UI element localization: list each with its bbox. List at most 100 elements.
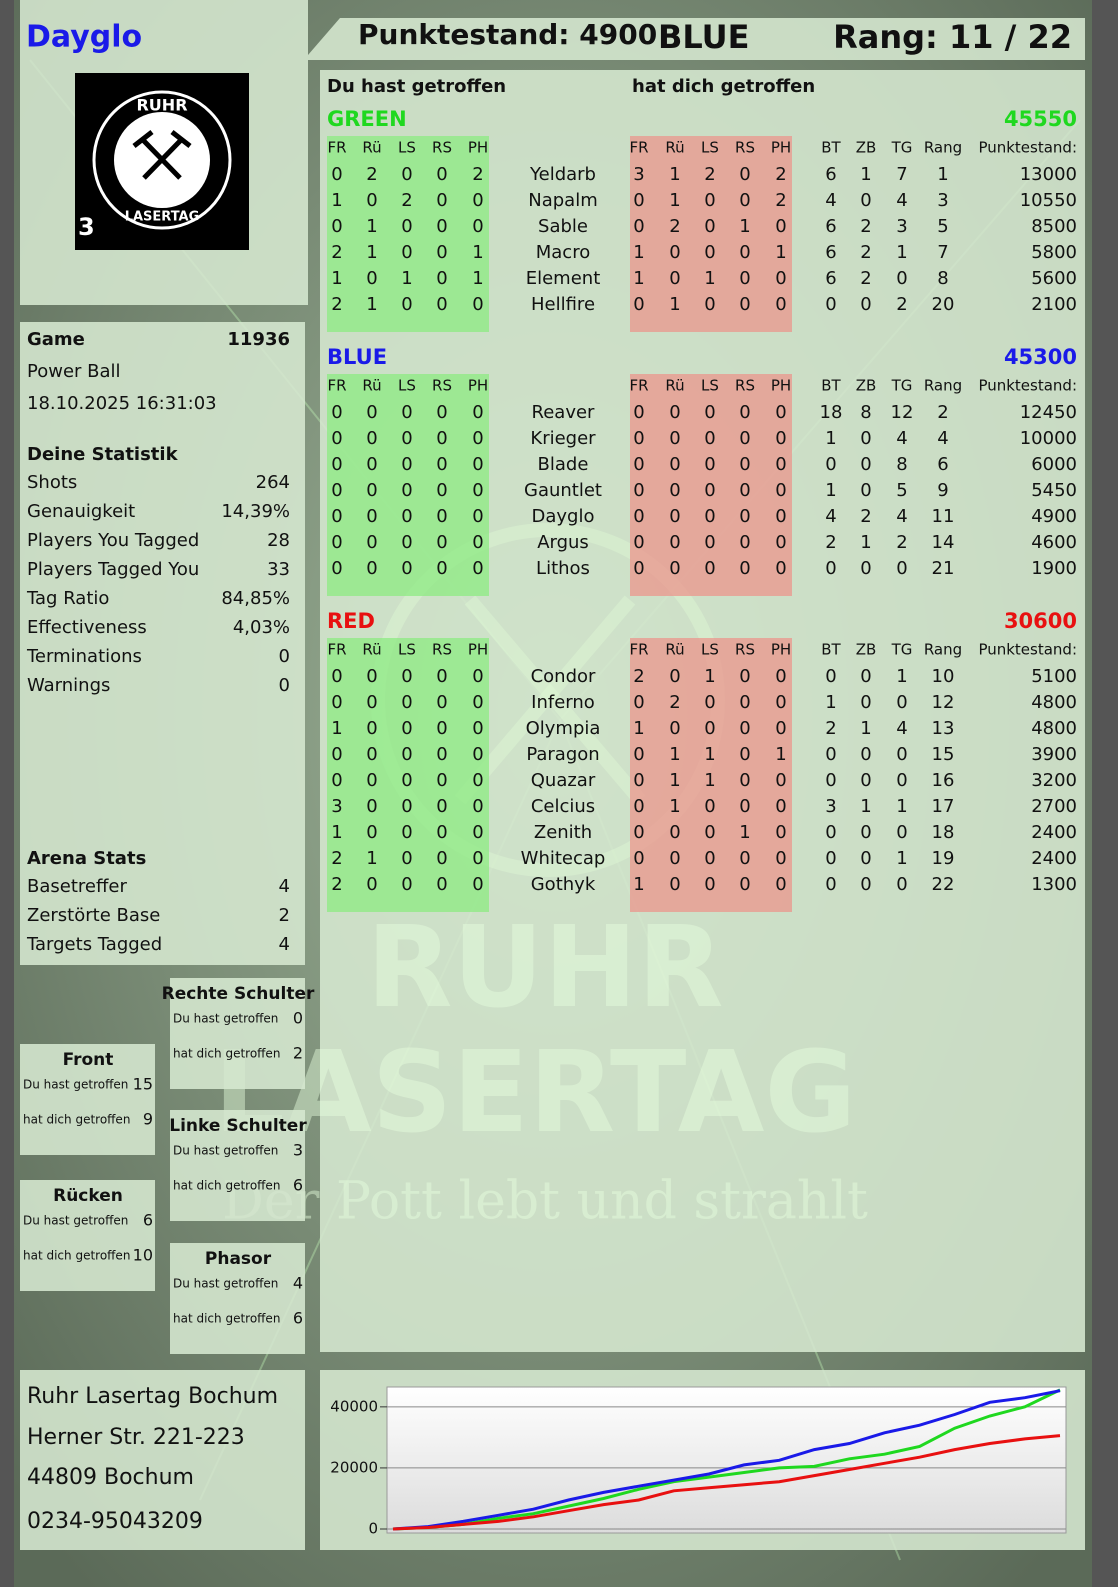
hit-cell: 2 [472,164,483,185]
column-header: BT [821,377,841,395]
column-header: LS [398,139,416,157]
player-name: Dayglo [26,20,142,55]
hit-cell: 0 [472,848,483,869]
stat-cell: 18 [820,402,843,423]
hit-cell: 0 [472,190,483,211]
column-header: FR [629,377,648,395]
hit-by-cell: 0 [775,216,786,237]
stat-cell: 1 [896,848,907,869]
hit-by-cell: 0 [775,532,786,553]
column-header: TG [891,139,913,157]
stat-cell: 1 [860,532,871,553]
stat-cell: 0 [825,822,836,843]
hit-by-cell: 0 [775,796,786,817]
hit-cell: 0 [401,874,412,895]
stat-cell: 0 [860,770,871,791]
score-cell: 5100 [1031,666,1077,687]
stat-cell: 7 [937,242,948,263]
zone-label: hat dich getroffen [23,1113,130,1127]
hit-by-cell: 0 [739,480,750,501]
hit-cell: 0 [331,770,342,791]
hit-by-cell: 0 [669,666,680,687]
hit-by-cell: 0 [704,428,715,449]
hit-by-cell: 2 [775,190,786,211]
hit-by-cell: 0 [775,718,786,739]
hit-by-cell: 0 [704,216,715,237]
hit-cell: 2 [331,242,342,263]
column-header: PH [771,377,791,395]
stat-cell: 4 [825,506,836,527]
zone-box [170,978,305,1089]
hit-by-cell: 0 [739,428,750,449]
logo-number: 3 [78,213,95,241]
hit-cell: 0 [436,402,447,423]
y-tick-label: 40000 [330,1397,378,1415]
player-name: Reaver [532,402,596,423]
hit-cell: 0 [472,532,483,553]
stat-cell: 12 [891,402,914,423]
stat-cell: 2 [860,268,871,289]
arena-value: 4 [279,934,290,955]
hit-cell: 0 [401,242,412,263]
hit-cell: 0 [401,744,412,765]
hit-by-cell: 0 [704,692,715,713]
hit-by-cell: 3 [633,164,644,185]
hit-cell: 0 [366,744,377,765]
hit-by-cell: 0 [633,402,644,423]
y-tick-label: 20000 [330,1458,378,1476]
hit-by-cell: 0 [669,506,680,527]
hit-cell: 0 [436,796,447,817]
column-header: RS [432,139,452,157]
zone-label: Du hast getroffen [23,1078,128,1092]
column-header: RS [735,377,755,395]
stat-cell: 0 [825,744,836,765]
hit-by-cell: 0 [775,268,786,289]
game-mode: Power Ball [27,361,121,382]
stat-cell: 3 [896,216,907,237]
hit-cell: 0 [401,428,412,449]
score-cell: 4600 [1031,532,1077,553]
stat-cell: 0 [825,558,836,579]
stat-cell: 1 [896,666,907,687]
hit-cell: 0 [436,770,447,791]
stat-cell: 4 [825,190,836,211]
hit-by-cell: 0 [775,294,786,315]
hit-by-cell: 0 [704,506,715,527]
series-line [392,1434,1061,1531]
hit-cell: 0 [401,402,412,423]
score-cell: 2100 [1031,294,1077,315]
hit-cell: 1 [331,718,342,739]
hit-by-cell: 1 [669,190,680,211]
stat-cell: 13 [932,718,955,739]
hit-cell: 0 [472,770,483,791]
stat-cell: 4 [896,718,907,739]
column-header: BT [821,139,841,157]
hit-cell: 0 [401,770,412,791]
column-header: PH [771,641,791,659]
hit-by-cell: 0 [704,718,715,739]
stat-cell: 8 [860,402,871,423]
hit-by-cell: 1 [704,744,715,765]
hit-by-cell: 0 [775,666,786,687]
hit-by-cell: 0 [669,718,680,739]
hit-by-cell: 0 [775,480,786,501]
zone-box [20,1044,155,1155]
stat-value: 4,03% [233,617,290,638]
hit-by-cell: 2 [775,164,786,185]
stat-cell: 1 [860,718,871,739]
hit-cell: 1 [366,848,377,869]
hit-cell: 0 [331,216,342,237]
watermark-line: LASERTAG [214,1028,857,1158]
series-line [392,1388,1061,1531]
zone-value: 4 [293,1274,303,1293]
watermark-line: RUHR [366,903,723,1033]
hit-by-cell: 0 [775,692,786,713]
score-cell: 10550 [1020,190,1077,211]
hit-by-cell: 0 [739,666,750,687]
stat-cell: 2 [825,532,836,553]
zone-title: Rechte Schulter [162,984,315,1004]
hit-by-cell: 0 [739,848,750,869]
player-name: Hellfire [531,294,595,315]
stat-cell: 4 [896,428,907,449]
column-header: TG [891,641,913,659]
